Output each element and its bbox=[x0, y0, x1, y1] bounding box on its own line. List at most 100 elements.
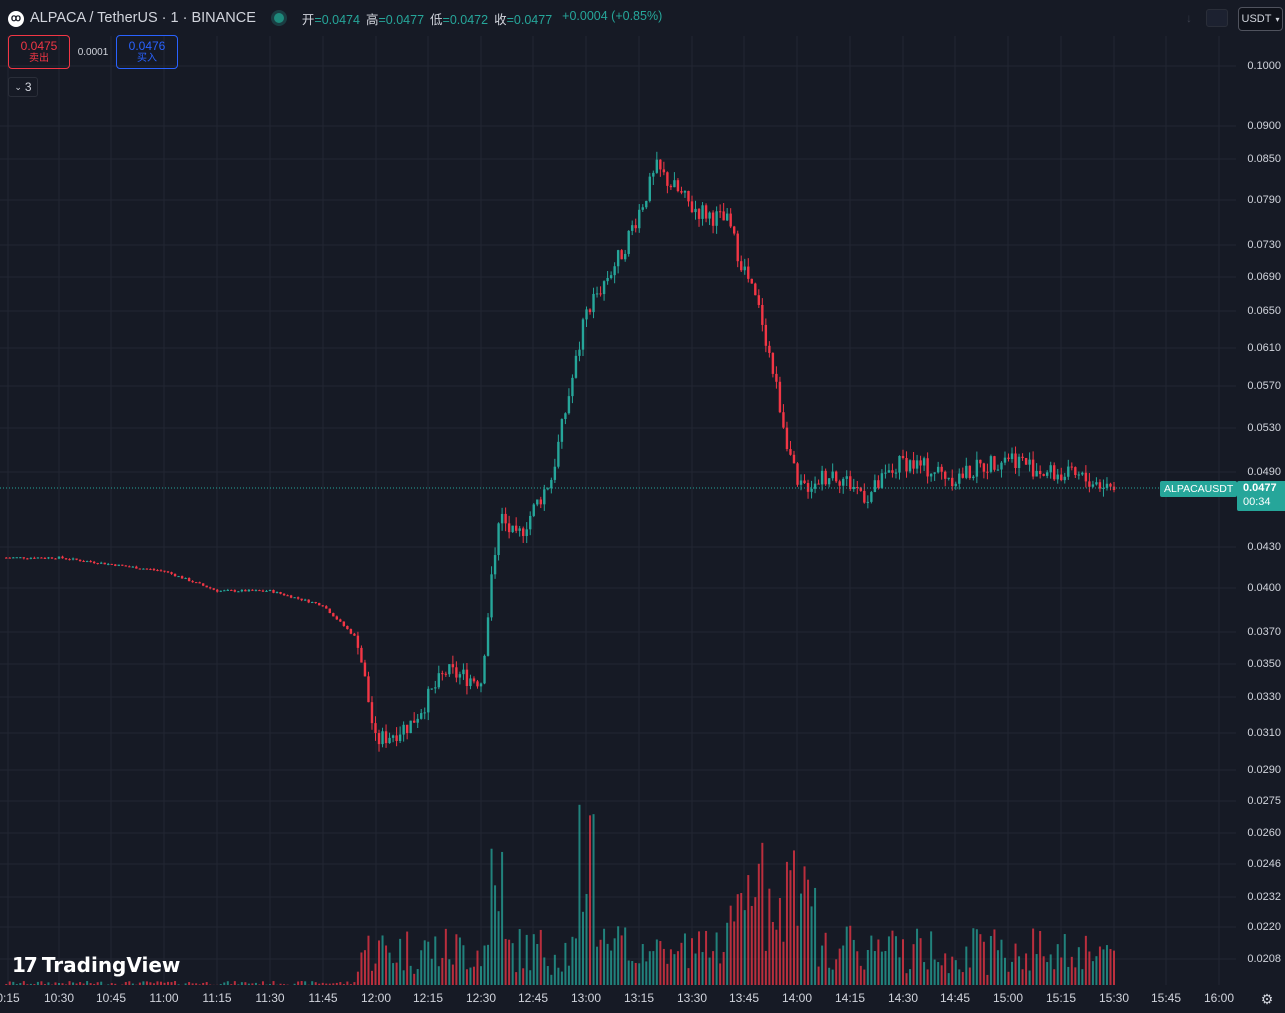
candle-body bbox=[244, 589, 247, 592]
volume-bar bbox=[606, 943, 609, 985]
volume-bar bbox=[487, 944, 490, 985]
volume-bar bbox=[504, 938, 507, 985]
volume-bar bbox=[624, 927, 627, 985]
tradingview-logo-text: TradingView bbox=[41, 953, 181, 977]
candle-body bbox=[1038, 470, 1042, 475]
volume-bar bbox=[627, 960, 630, 985]
candle-body bbox=[683, 190, 687, 193]
tradingview-logo[interactable]: 17 TradingView bbox=[12, 953, 180, 977]
candle-body bbox=[986, 471, 989, 473]
candle-body bbox=[8, 557, 11, 559]
volume-bar bbox=[571, 936, 574, 985]
volume-bar bbox=[546, 966, 549, 985]
candle-body bbox=[834, 471, 838, 482]
screenshot-box-icon[interactable] bbox=[1206, 9, 1228, 27]
candle-body bbox=[905, 457, 908, 472]
candle-body bbox=[606, 277, 609, 282]
volume-bar bbox=[100, 981, 103, 985]
candle-body bbox=[616, 250, 620, 267]
price-tick-label: 0.0530 bbox=[1247, 422, 1281, 434]
volume-bar bbox=[789, 870, 792, 985]
currency-label: USDT bbox=[1241, 13, 1272, 25]
candle-body bbox=[479, 683, 483, 687]
candle-body bbox=[216, 589, 219, 592]
volume-bar bbox=[726, 922, 729, 985]
volume-bar bbox=[662, 948, 665, 985]
volume-bar bbox=[89, 983, 92, 985]
candle-body bbox=[483, 655, 486, 684]
candle-body bbox=[958, 473, 961, 484]
volume-bar bbox=[311, 981, 314, 985]
candle-body bbox=[543, 489, 546, 505]
price-tick-label: 0.0246 bbox=[1247, 858, 1281, 870]
candle-body bbox=[1105, 483, 1109, 488]
candle-body bbox=[638, 209, 641, 229]
indicators-collapse-button[interactable]: ⌄ 3 bbox=[8, 77, 38, 97]
volume-bar bbox=[529, 970, 532, 985]
time-tick-label: 11:00 bbox=[149, 991, 179, 1005]
symbol-title[interactable]: ALPACA / TetherUS · 1 · BINANCE bbox=[30, 10, 256, 26]
candle-body bbox=[163, 570, 166, 572]
volume-bar bbox=[553, 954, 556, 985]
candle-body bbox=[908, 460, 912, 472]
candle-body bbox=[26, 558, 29, 560]
candle-body bbox=[114, 564, 117, 566]
volume-bar bbox=[877, 939, 880, 985]
candle-body bbox=[529, 515, 532, 530]
candle-body bbox=[757, 295, 761, 305]
volume-bar bbox=[5, 984, 8, 985]
market-status-dot-icon[interactable] bbox=[273, 13, 284, 23]
candle-body bbox=[427, 688, 430, 713]
candle-body bbox=[525, 529, 528, 537]
candle-body bbox=[486, 617, 490, 656]
candle-body bbox=[634, 225, 637, 229]
candle-body bbox=[659, 159, 662, 170]
volume-bar bbox=[19, 983, 22, 985]
time-tick-label: 15:15 bbox=[1045, 991, 1077, 1005]
volume-bar bbox=[437, 966, 440, 985]
volume-bar bbox=[1074, 967, 1077, 985]
arrow-down-icon[interactable]: ↓ bbox=[1186, 11, 1192, 25]
candle-body bbox=[33, 557, 36, 559]
volume-bar bbox=[1021, 969, 1024, 985]
currency-selector[interactable]: USDT ▾ bbox=[1238, 7, 1283, 31]
candle-body bbox=[286, 595, 289, 597]
candle-body bbox=[750, 278, 753, 284]
candle-body bbox=[156, 569, 159, 571]
volume-bar bbox=[279, 983, 282, 985]
buy-button[interactable]: 0.0476 买入 bbox=[116, 35, 178, 69]
volume-bar bbox=[427, 941, 430, 985]
volume-bar bbox=[1042, 956, 1045, 985]
volume-bar bbox=[138, 982, 141, 985]
candle-body bbox=[423, 712, 426, 714]
volume-bar bbox=[937, 962, 940, 985]
volume-bar bbox=[72, 982, 75, 985]
volume-bar bbox=[771, 921, 774, 985]
gear-icon[interactable]: ⚙ bbox=[1260, 991, 1274, 1007]
volume-bar bbox=[821, 945, 824, 985]
time-tick-label: 10:30 bbox=[43, 991, 75, 1005]
volume-bar bbox=[757, 863, 760, 985]
candle-body bbox=[912, 460, 915, 469]
volume-bar bbox=[982, 941, 985, 985]
chevron-down-icon: ⌄ bbox=[14, 81, 22, 92]
volume-bar bbox=[564, 942, 567, 985]
candle-body bbox=[226, 589, 229, 591]
time-tick-label: 10:45 bbox=[95, 991, 127, 1005]
volume-bar bbox=[680, 942, 683, 985]
sell-button[interactable]: 0.0475 卖出 bbox=[8, 35, 70, 69]
candle-body bbox=[434, 687, 437, 689]
candle-body bbox=[838, 481, 841, 486]
volume-bar bbox=[926, 969, 929, 985]
volume-bar bbox=[402, 970, 405, 985]
candle-body bbox=[405, 724, 409, 734]
volume-bar bbox=[399, 938, 402, 985]
volume-bar bbox=[480, 966, 482, 985]
time-tick-label: 12:45 bbox=[517, 991, 549, 1005]
volume-bar bbox=[1046, 962, 1049, 985]
volume-bar bbox=[1105, 945, 1108, 985]
candle-body bbox=[476, 681, 479, 687]
volume-bar bbox=[817, 966, 820, 985]
candle-body bbox=[152, 569, 156, 571]
